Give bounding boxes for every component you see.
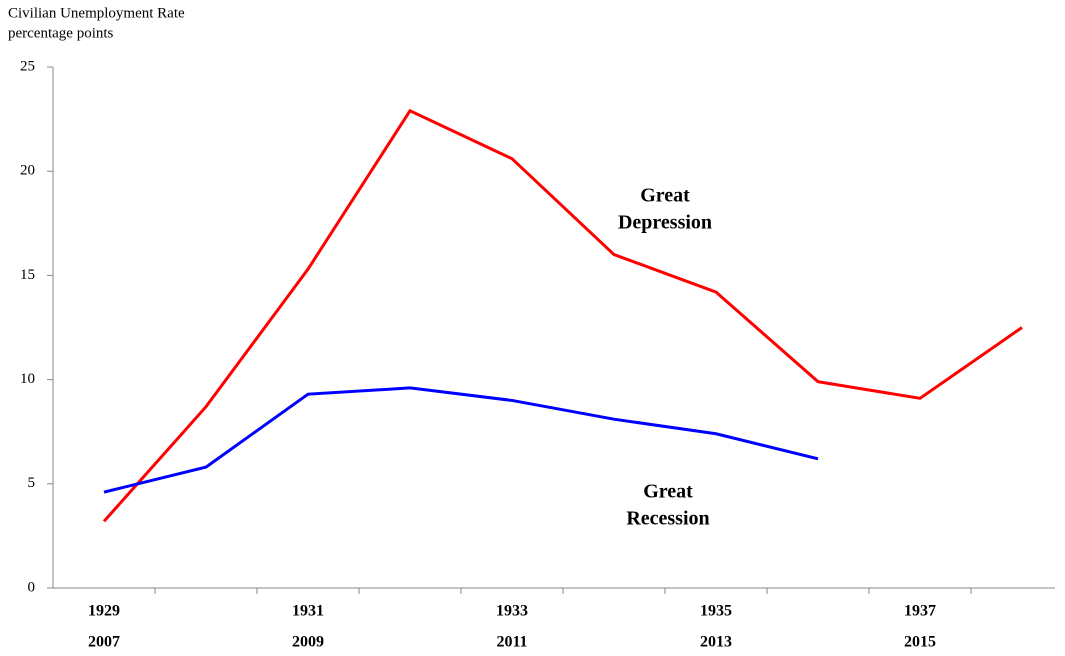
y-tick-label: 0 <box>28 579 36 595</box>
x-tick-label: 2015 <box>904 634 936 651</box>
annotation: Great <box>643 481 693 503</box>
x-tick-label: 2009 <box>292 634 324 651</box>
annotation: Great <box>640 185 690 207</box>
y-tick-label: 15 <box>20 267 35 283</box>
y-tick-label: 10 <box>20 371 35 387</box>
chart-title: Civilian Unemployment Rate <box>8 5 185 21</box>
y-tick-label: 25 <box>20 58 35 74</box>
y-axis-label: percentage points <box>8 25 114 41</box>
line-series <box>102 108 1023 523</box>
x-tick-label: 1935 <box>700 603 732 620</box>
y-tick-label: 5 <box>28 475 36 491</box>
x-tick-label: 1933 <box>496 603 528 620</box>
x-tick-label: 1931 <box>292 603 324 620</box>
annotation: Recession <box>626 508 709 530</box>
y-tick-label: 20 <box>20 163 35 179</box>
line-series <box>103 386 819 494</box>
x-tick-label: 2011 <box>496 634 527 651</box>
x-tick-label: 2007 <box>88 634 120 651</box>
x-tick-label: 2013 <box>700 634 732 651</box>
annotation: Depression <box>618 212 712 234</box>
x-tick-label: 1937 <box>904 603 936 620</box>
x-tick-label: 1929 <box>88 603 120 620</box>
